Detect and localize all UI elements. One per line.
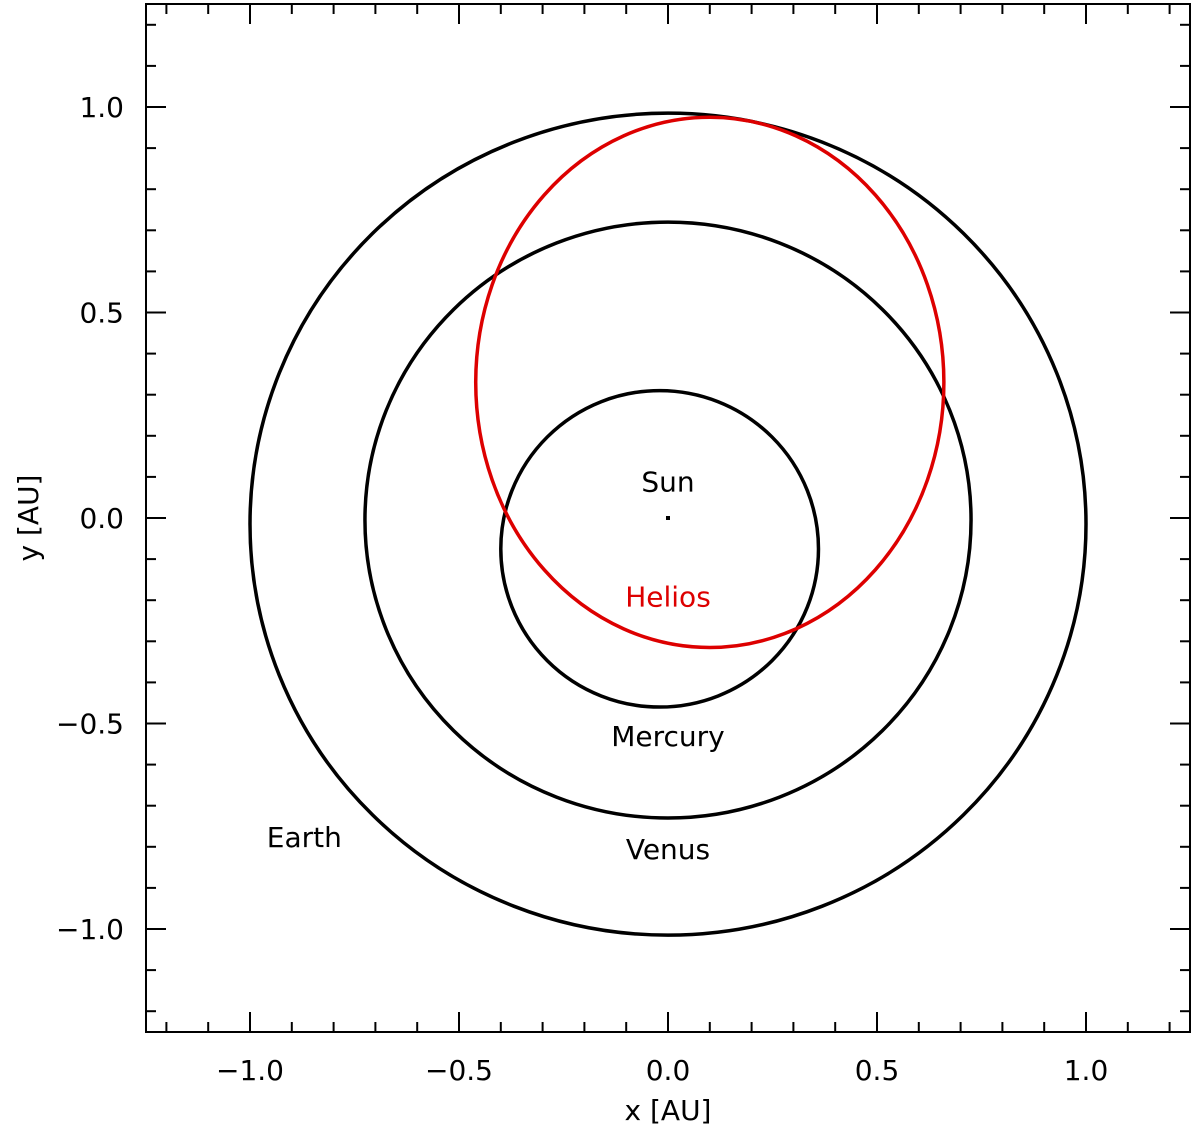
orbit-series [248, 111, 1088, 937]
annotation-labels: Sun Helios Mercury Venus Earth [267, 465, 725, 866]
x-axis-label: x [AU] [625, 1094, 712, 1127]
y-tick-label: −0.5 [56, 708, 124, 741]
helios-label: Helios [625, 580, 711, 613]
earth-label: Earth [267, 821, 342, 854]
x-tick-label: −0.5 [425, 1054, 493, 1087]
y-tick-label: −1.0 [56, 913, 124, 946]
axis-ticks: −1.0 −0.5 0.0 0.5 1.0 1.0 0.5 0.0 −0.5 −1.0 [56, 4, 1190, 1087]
x-tick-label: 0.0 [646, 1054, 691, 1087]
y-tick-label: 0.5 [79, 297, 124, 330]
y-axis-label: y [AU] [12, 475, 45, 562]
venus-orbit [363, 220, 973, 820]
x-tick-label: 0.5 [855, 1054, 900, 1087]
x-tick-label: 1.0 [1064, 1054, 1109, 1087]
y-tick-label: 0.0 [79, 502, 124, 535]
sun-label: Sun [641, 465, 694, 498]
sun-marker [666, 516, 670, 520]
y-tick-label: 1.0 [79, 91, 124, 124]
x-tick-label: −1.0 [216, 1054, 284, 1087]
earth-orbit [248, 111, 1088, 937]
mercury-orbit [499, 388, 821, 709]
helios-orbit [473, 115, 946, 650]
venus-label: Venus [626, 833, 710, 866]
mercury-label: Mercury [611, 720, 725, 753]
